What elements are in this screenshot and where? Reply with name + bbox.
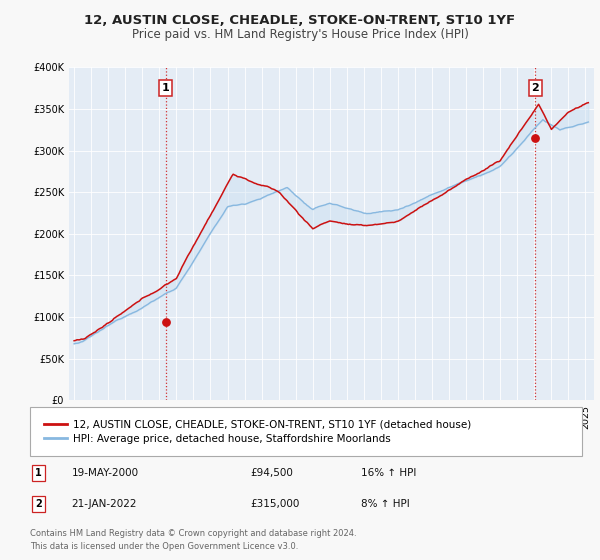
Text: 1: 1: [35, 468, 41, 478]
Text: Price paid vs. HM Land Registry's House Price Index (HPI): Price paid vs. HM Land Registry's House …: [131, 28, 469, 41]
Legend: 12, AUSTIN CLOSE, CHEADLE, STOKE-ON-TRENT, ST10 1YF (detached house), HPI: Avera: 12, AUSTIN CLOSE, CHEADLE, STOKE-ON-TREN…: [41, 416, 475, 447]
Text: This data is licensed under the Open Government Licence v3.0.: This data is licensed under the Open Gov…: [30, 542, 298, 550]
Text: £94,500: £94,500: [251, 468, 293, 478]
Text: 2: 2: [532, 83, 539, 93]
Point: [161, 317, 170, 326]
Text: 12, AUSTIN CLOSE, CHEADLE, STOKE-ON-TRENT, ST10 1YF: 12, AUSTIN CLOSE, CHEADLE, STOKE-ON-TREN…: [85, 14, 515, 27]
Point: [530, 133, 540, 142]
Text: 8% ↑ HPI: 8% ↑ HPI: [361, 500, 410, 509]
Text: 21-JAN-2022: 21-JAN-2022: [71, 500, 137, 509]
Text: 16% ↑ HPI: 16% ↑ HPI: [361, 468, 416, 478]
Text: Contains HM Land Registry data © Crown copyright and database right 2024.: Contains HM Land Registry data © Crown c…: [30, 529, 356, 538]
Text: £315,000: £315,000: [251, 500, 300, 509]
Text: 2: 2: [35, 500, 41, 509]
Text: 19-MAY-2000: 19-MAY-2000: [71, 468, 139, 478]
Text: 1: 1: [162, 83, 170, 93]
